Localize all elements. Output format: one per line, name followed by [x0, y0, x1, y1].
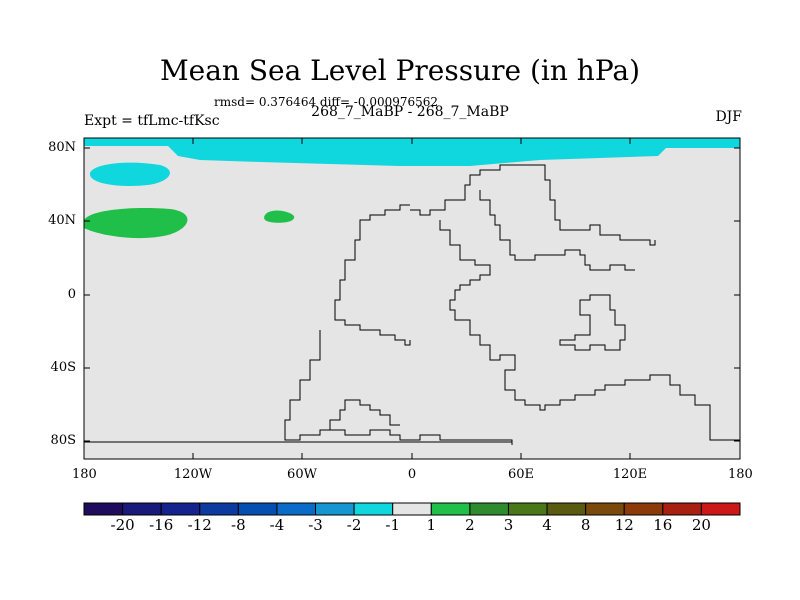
colorbar-label: 12 [614, 516, 634, 534]
colorbar-box [623, 502, 664, 516]
lon-label-120w: 120W [173, 467, 213, 482]
lon-label-180w: 180 [72, 467, 97, 482]
coast-africa-eurasia [334, 204, 411, 346]
colorbar-label: 16 [653, 516, 673, 534]
coastlines [84, 164, 740, 445]
colorbar-box [430, 502, 471, 516]
colorbar-label: 3 [503, 516, 514, 534]
colorbar-label: 2 [465, 516, 475, 534]
coast-southern-africa [284, 330, 513, 445]
green-contour-pacific [84, 208, 188, 239]
lat-label-40n: 40N [48, 213, 76, 228]
colorbar-box [469, 502, 509, 516]
colorbar-box [585, 502, 625, 516]
cyan-contour-arctic [84, 138, 740, 166]
stats-line: rmsd= 0.376464 diff= -0.000976562 [214, 95, 439, 109]
map-background [84, 138, 740, 459]
colorbar-box [199, 502, 239, 516]
lon-label-60w: 60W [287, 467, 317, 482]
lat-label-0: 0 [67, 287, 76, 302]
coast-middle-east [439, 220, 740, 441]
colorbar-label: -4 [269, 516, 285, 534]
colorbar-box [392, 502, 432, 516]
colorbar-label: -2 [346, 516, 362, 534]
colorbar-box [315, 502, 355, 516]
colorbar-label: -3 [308, 516, 323, 534]
season-label: DJF [715, 109, 742, 125]
colorbar-label: 8 [580, 516, 591, 534]
colorbar-box [507, 502, 548, 516]
colorbar-label: 1 [426, 516, 437, 534]
colorbar-label: 20 [691, 516, 711, 534]
lat-label-80s: 80S [50, 433, 76, 448]
colorbar-label: 4 [542, 516, 552, 534]
map-title: Mean Sea Level Pressure (in hPa) [159, 54, 641, 87]
colorbar-box [122, 502, 162, 516]
colorbar-box [160, 502, 201, 516]
colorbar-label: -16 [149, 516, 174, 534]
experiment-label: Expt = tfLmc-tfKsc [84, 113, 220, 129]
colorbar-box [546, 502, 587, 516]
green-contour-atlantic [264, 210, 295, 223]
colorbar-box [237, 502, 278, 516]
coast-asia-north [410, 164, 656, 246]
colorbar-label: -20 [110, 516, 135, 534]
lat-label-80n: 80N [48, 140, 76, 155]
colorbar-box [700, 502, 741, 516]
comparison-label: 268_7_MaBP - 268_7_MaBP [311, 104, 509, 120]
colorbar-box [276, 502, 317, 516]
coast-indonesia [559, 294, 626, 351]
colorbar-label: -12 [187, 516, 212, 534]
colorbar-label: -8 [231, 516, 246, 534]
cyan-contour-north-pacific [89, 162, 170, 186]
lon-label-120e: 120E [612, 467, 648, 482]
lon-label-0: 0 [407, 467, 417, 482]
colorbar-boxes [83, 502, 741, 516]
colorbar-box [353, 502, 394, 516]
coast-east-asia [479, 190, 635, 271]
colorbar-label: -1 [385, 516, 401, 534]
lat-label-40s: 40S [50, 360, 76, 375]
colorbar-box [662, 502, 702, 516]
lon-label-180e: 180 [728, 467, 753, 482]
lon-tick-marks [83, 138, 631, 459]
coast-antarctic-peninsula [329, 399, 400, 430]
lon-label-60e: 60E [507, 467, 535, 482]
lat-tick-marks [84, 147, 740, 442]
colorbar-box [83, 502, 124, 516]
